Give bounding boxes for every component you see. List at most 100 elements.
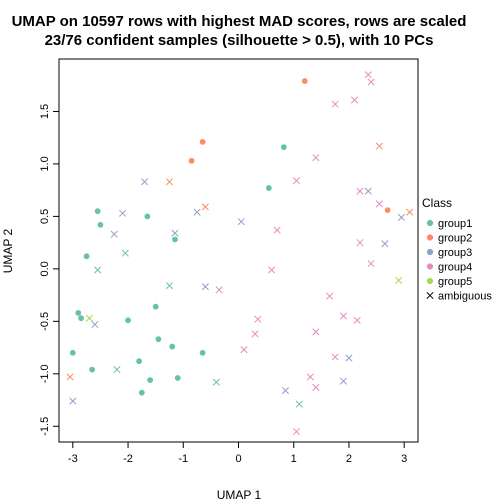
x-tick-label: 1 [291, 453, 297, 465]
point-ambiguous-group4 [215, 286, 223, 294]
point-ambiguous-group4 [312, 328, 320, 336]
y-tick-label: 1.0 [39, 156, 51, 171]
point-ambiguous-group5 [85, 314, 93, 322]
y-tick-label: -1.5 [39, 417, 51, 436]
point-ambiguous-group4 [240, 346, 248, 354]
point-ambiguous-group1 [121, 249, 129, 257]
point-ambiguous-group2 [406, 208, 414, 216]
x-axis: -3 -2 -1 0 1 2 3 [68, 442, 407, 465]
point-ambiguous-group4 [356, 239, 364, 247]
point-group1 [94, 208, 101, 215]
point-group1 [75, 310, 82, 316]
point-ambiguous-group4 [353, 316, 361, 324]
point-group1 [136, 358, 142, 365]
point-ambiguous-group2 [165, 178, 174, 186]
point-ambiguous-group4 [331, 353, 339, 361]
point-group1 [89, 366, 96, 373]
x-tick-label: -2 [123, 453, 133, 465]
point-ambiguous-group4 [367, 260, 375, 268]
legend: Class group1 group2 group3 group4 group5 ambi… [422, 196, 492, 303]
point-ambiguous-group3 [345, 354, 353, 362]
point-ambiguous-group4 [292, 177, 301, 185]
legend-marker-group5 [426, 277, 434, 285]
point-group2 [199, 138, 206, 145]
x-axis-label: UMAP 1 [217, 488, 262, 502]
point-ambiguous-group3 [141, 178, 149, 186]
point-ambiguous-group4 [254, 315, 262, 323]
point-group2 [188, 157, 195, 164]
point-ambiguous-group3 [171, 229, 179, 237]
point-group2 [301, 78, 308, 84]
point-ambiguous-group4 [350, 96, 359, 104]
y-tick-label: -0.5 [39, 312, 51, 331]
point-group1 [169, 343, 176, 350]
point-ambiguous-group4 [273, 226, 281, 234]
point-ambiguous-group4 [339, 312, 347, 320]
point-ambiguous-group4 [312, 383, 320, 391]
point-group1 [147, 377, 154, 383]
y-tick-label: 0.0 [39, 261, 51, 276]
point-group1 [69, 349, 76, 356]
y-tick-label: 0.5 [39, 209, 51, 224]
point-group1 [78, 315, 84, 322]
point-ambiguous-group1 [295, 400, 303, 408]
point-ambiguous-group3 [237, 218, 245, 226]
point-ambiguous-group3 [201, 283, 209, 291]
point-group1 [138, 389, 145, 396]
legend-title: Class [422, 196, 452, 210]
point-ambiguous-group2 [201, 203, 209, 211]
point-group1 [172, 236, 178, 243]
y-tick-label: 1.5 [39, 104, 51, 119]
legend-marker-group2 [426, 234, 434, 241]
x-tick-label: 2 [346, 453, 352, 465]
legend-label-group1: group1 [438, 218, 472, 230]
point-group1 [199, 349, 206, 356]
x-tick-label: -1 [178, 453, 188, 465]
x-tick-label: -3 [68, 453, 78, 465]
point-group1 [144, 213, 151, 220]
y-axis-label: UMAP 2 [1, 228, 15, 273]
point-ambiguous-group2 [375, 142, 383, 150]
point-ambiguous-group5 [395, 276, 403, 284]
point-ambiguous-group1 [165, 282, 174, 290]
point-group1 [152, 303, 159, 310]
legend-marker-group3 [426, 248, 434, 256]
point-ambiguous-group3 [193, 208, 201, 216]
y-tick-label: -1.0 [39, 364, 51, 383]
point-group1 [155, 336, 162, 343]
point-ambiguous-group4 [331, 100, 339, 108]
point-ambiguous-group4 [306, 373, 314, 381]
point-group1 [280, 144, 287, 151]
point-ambiguous-group3 [397, 213, 405, 222]
legend-label-ambiguous: ambiguous [438, 291, 492, 303]
legend-label-group3: group3 [438, 247, 472, 259]
point-ambiguous-group4 [292, 427, 301, 436]
y-axis: -1.5 -1.0 -0.5 0.0 0.5 1.0 1.5 [39, 104, 59, 436]
point-ambiguous-group3 [339, 377, 347, 385]
x-tick-label: 3 [401, 453, 407, 465]
point-ambiguous-group4 [375, 200, 383, 208]
point-ambiguous-group4 [251, 330, 259, 338]
point-ambiguous-group3 [118, 209, 127, 217]
point-ambiguous-group4 [367, 78, 375, 86]
point-ambiguous-group3 [281, 387, 289, 395]
point-group1 [83, 253, 90, 260]
legend-marker-group4 [426, 263, 434, 270]
plot-frame [58, 58, 419, 443]
x-tick-label: 0 [235, 453, 241, 465]
point-group1 [174, 375, 181, 381]
point-ambiguous-group4 [356, 187, 364, 195]
point-ambiguous-group1 [113, 366, 121, 374]
point-ambiguous-group4 [312, 154, 320, 162]
point-ambiguous-group3 [91, 320, 99, 329]
point-ambiguous-group4 [364, 71, 372, 79]
data-points [66, 71, 414, 436]
point-group1 [125, 317, 131, 324]
point-group1 [265, 185, 272, 191]
point-ambiguous-group1 [94, 266, 102, 274]
point-ambiguous-group3 [381, 240, 389, 248]
point-ambiguous-group4 [268, 266, 276, 274]
point-ambiguous-group3 [364, 187, 372, 195]
chart-title-line1: UMAP on 10597 rows with highest MAD scor… [12, 13, 467, 30]
